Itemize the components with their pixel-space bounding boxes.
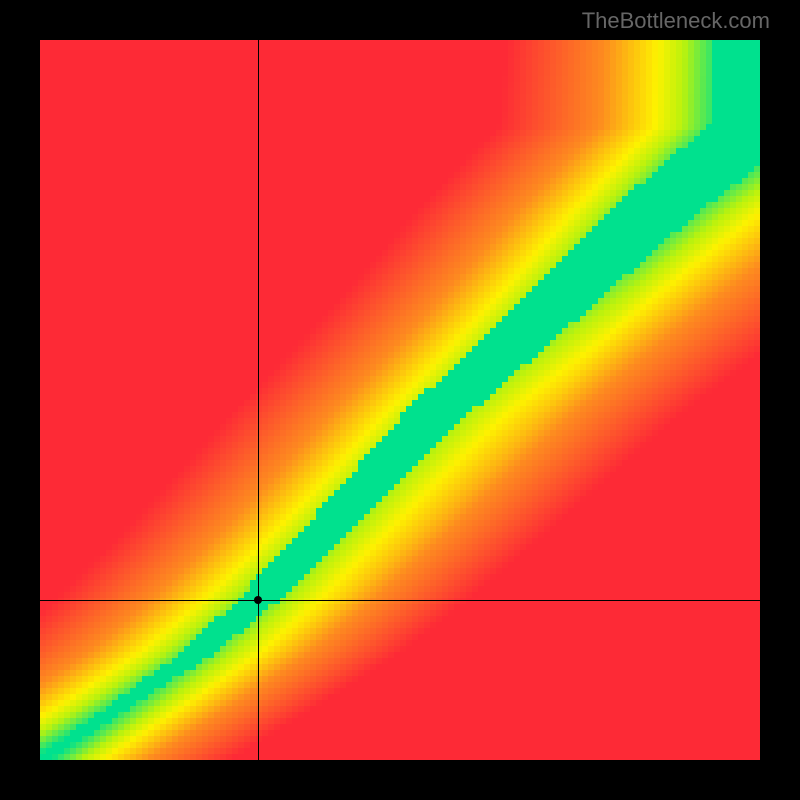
crosshair-horizontal (40, 600, 760, 601)
crosshair-vertical (258, 40, 259, 760)
heatmap-canvas (40, 40, 760, 760)
watermark-text: TheBottleneck.com (582, 8, 770, 34)
bottleneck-heatmap (40, 40, 760, 760)
crosshair-marker-dot (254, 596, 262, 604)
